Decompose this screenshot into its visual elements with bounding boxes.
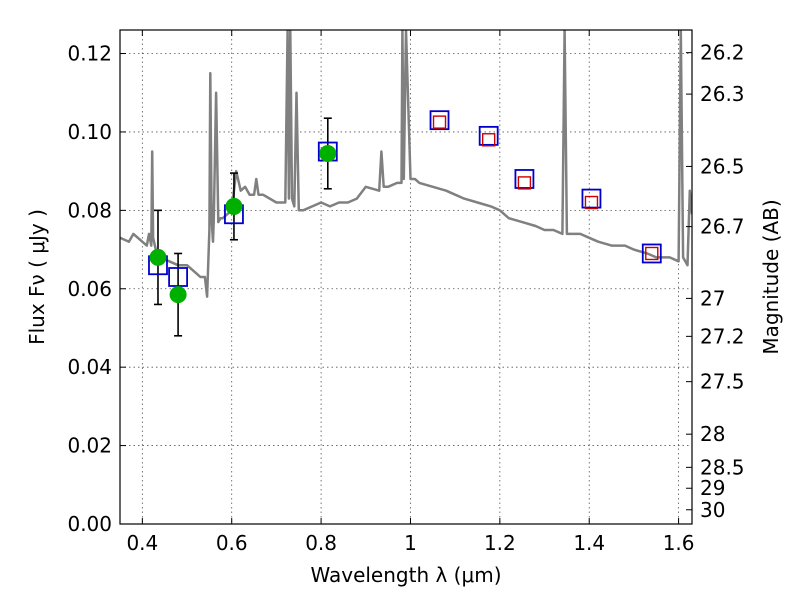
observed-flux-marker	[584, 195, 599, 210]
mag-tick-label: 28	[700, 422, 725, 446]
mag-tick-label: 26.3	[700, 82, 745, 106]
mag-tick-label: 30	[700, 498, 725, 522]
spectrum-line	[120, 30, 692, 298]
photometry-point	[169, 286, 187, 304]
x-tick-label: 0.4	[126, 531, 158, 555]
mag-tick-label: 26.5	[700, 154, 745, 178]
y2-axis-label: Magnitude (AB)	[759, 199, 783, 354]
x-axis-label: Wavelength λ (μm)	[310, 563, 501, 587]
photometry-point	[319, 145, 337, 162]
model-flux-marker	[168, 267, 188, 287]
mag-tick-label: 26.2	[700, 41, 745, 65]
y-axis-label: Flux Fν ( μJy )	[25, 209, 49, 345]
model-flux-marker	[641, 243, 662, 264]
x-tick-label: 1.6	[663, 531, 695, 555]
spectrum-layer	[120, 30, 692, 298]
mag-tick-label: 27.2	[700, 324, 745, 348]
model-flux-marker	[514, 169, 535, 189]
photometry-point	[149, 248, 167, 266]
mag-tick-label: 28.5	[700, 455, 745, 479]
y-tick-label: 0.08	[67, 198, 112, 222]
x-tick-label: 0.8	[305, 531, 337, 555]
y-tick-label: 0.00	[67, 512, 112, 536]
model-flux-marker	[581, 188, 602, 209]
x-tick-label: 1	[404, 531, 417, 555]
plot-frame	[119, 29, 693, 525]
y-tick-label: 0.12	[67, 42, 112, 66]
ticks-layer: 0.4 0.6 0.8 1 1.2 1.4 1.6 0.00 0.02 0.04 0.06 0.08 0…	[67, 30, 745, 555]
marker-layer	[148, 110, 662, 304]
y-tick-label: 0.10	[67, 120, 112, 144]
observed-flux-marker	[517, 176, 532, 190]
mag-tick-label: 29	[700, 476, 725, 500]
photometry-point	[225, 197, 243, 215]
y-tick-label: 0.02	[67, 434, 112, 458]
x-tick-label: 1.2	[484, 531, 516, 555]
model-flux-marker	[429, 110, 450, 131]
x-tick-label: 1.4	[573, 531, 605, 555]
errorbar-layer	[153, 117, 332, 337]
observed-flux-marker	[432, 115, 447, 129]
model-flux-marker	[478, 125, 499, 146]
mag-tick-label: 27	[700, 286, 725, 310]
observed-flux-marker	[645, 246, 659, 261]
x-tick-label: 0.6	[216, 531, 248, 555]
observed-flux-marker	[481, 133, 496, 147]
mag-tick-label: 27.5	[700, 370, 745, 394]
y-tick-label: 0.06	[67, 277, 112, 301]
y-tick-label: 0.04	[67, 355, 112, 379]
mag-tick-label: 26.7	[700, 215, 745, 239]
